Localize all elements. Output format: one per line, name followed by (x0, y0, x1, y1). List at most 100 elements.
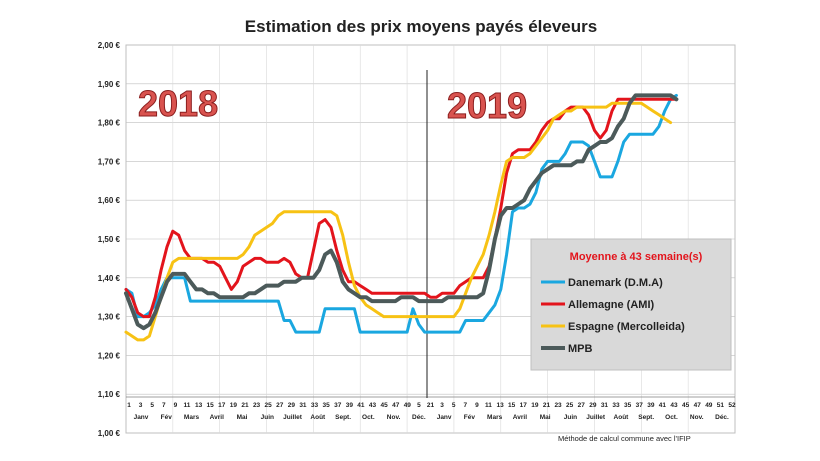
x-tick-label: 39 (346, 402, 354, 409)
x-tick-label: 37 (334, 402, 342, 409)
x-tick-label: 31 (299, 402, 307, 409)
x-tick-label: 27 (276, 402, 284, 409)
x-tick-label: 52 (728, 402, 736, 409)
x-tick-label: 35 (323, 402, 331, 409)
y-tick-label: 1,80 € (98, 119, 121, 128)
x-tick-label: 47 (694, 402, 702, 409)
x-tick-label: 29 (288, 402, 296, 409)
x-tick-label: 19 (230, 402, 238, 409)
legend-items: Danemark (D.M.A) Allemagne (AMI) Espagne (… (541, 277, 685, 355)
x-tick-label: 27 (578, 402, 586, 409)
y-tick-label: 1,60 € (98, 196, 121, 205)
month-label: Fév (464, 414, 476, 421)
x-tick-label: 21 (543, 402, 551, 409)
month-label: Mars (184, 414, 200, 421)
x-tick-label: 5 (452, 402, 456, 409)
legend-label: Danemark (D.M.A) (568, 277, 663, 289)
x-tick-label: 11 (485, 402, 492, 409)
series-line (124, 93, 679, 331)
y-tick-label: 1,00 € (98, 429, 121, 438)
footnote: Méthode de calcul commune avec l'IFIP (558, 434, 691, 443)
x-tick-label: 41 (659, 402, 667, 409)
month-label: Mars (487, 414, 503, 421)
legend-label: Espagne (Mercolleida) (568, 321, 685, 333)
y-tick-label: 1,90 € (98, 80, 121, 89)
x-tick-label: 3 (139, 402, 143, 409)
year-label-2019: 2019 (447, 85, 527, 126)
x-tick-label: 45 (380, 402, 388, 409)
month-label: Nov. (690, 414, 704, 421)
x-tick-label: 31 (601, 402, 609, 409)
x-tick-label: 7 (463, 402, 467, 409)
legend-label: Allemagne (AMI) (568, 299, 655, 311)
x-axis: 1 3 5 7 9 11 13 15 17 19 21 23 25 27 29 31 33 35 37 39 41 43 4… (126, 396, 736, 409)
x-tick-label: 17 (520, 402, 528, 409)
x-tick-label: 39 (647, 402, 655, 409)
x-tick-label: 19 (531, 402, 539, 409)
y-tick-label: 1,70 € (98, 157, 121, 166)
x-tick-label: 33 (612, 402, 620, 409)
x-tick-label: 33 (311, 402, 319, 409)
x-tick-label: 43 (369, 402, 377, 409)
month-label: Janv (437, 414, 452, 421)
month-label: Juin (261, 414, 274, 421)
x-tick-label: 13 (195, 402, 203, 409)
y-tick-label: 1,30 € (98, 313, 121, 322)
x-tick-label: 17 (218, 402, 226, 409)
x-tick-label: 15 (207, 402, 215, 409)
legend-label: MPB (568, 343, 593, 355)
month-label: Août (614, 414, 630, 421)
month-label: Oct. (665, 414, 678, 421)
x-tick-label: 11 (184, 402, 191, 409)
x-tick-label: 5 (417, 402, 421, 409)
month-label: Sept. (335, 414, 351, 421)
month-label: Nov. (387, 414, 401, 421)
x-tick-label: 7 (162, 402, 166, 409)
y-axis: 1,00 € 1,10 € 1,20 € 1,30 € 1,40 € 1,50 € 1,60… (98, 41, 121, 438)
month-label: Août (310, 414, 326, 421)
month-label: Fév (161, 414, 173, 421)
month-labels: Janv Fév Mars Avril Mai Juin Juillet Août Sept. O… (134, 414, 729, 421)
year-label-2018: 2018 (138, 83, 218, 124)
x-tick-label: 45 (682, 402, 690, 409)
x-tick-label: 21 (427, 402, 435, 409)
series-line (124, 97, 678, 319)
x-tick-label: 49 (705, 402, 713, 409)
month-label: Sept. (638, 414, 654, 421)
x-tick-label: 13 (496, 402, 504, 409)
month-label: Janv (134, 414, 149, 421)
month-label: Avril (513, 414, 527, 421)
month-label: Juillet (586, 414, 606, 421)
x-tick-label: 25 (265, 402, 273, 409)
y-tick-label: 1,50 € (98, 235, 121, 244)
x-tick-label: 25 (566, 402, 574, 409)
x-tick-label: 51 (717, 402, 725, 409)
x-tick-label: 49 (404, 402, 412, 409)
x-tick-label: 21 (241, 402, 249, 409)
x-tick-label: 23 (253, 402, 261, 409)
x-tick-label: 9 (475, 402, 479, 409)
x-tick-label: 1 (127, 402, 131, 409)
month-label: Mai (237, 414, 248, 421)
month-label: Avril (210, 414, 224, 421)
x-tick-label: 5 (150, 402, 154, 409)
x-tick-label: 37 (636, 402, 644, 409)
x-tick-label: 3 (440, 402, 444, 409)
y-tick-label: 1,10 € (98, 390, 121, 399)
x-tick-label: 47 (392, 402, 400, 409)
series-line (124, 93, 678, 334)
y-tick-label: 1,20 € (98, 351, 121, 360)
x-tick-label: 29 (589, 402, 597, 409)
month-label: Juillet (283, 414, 303, 421)
x-tick-label: 9 (174, 402, 178, 409)
x-tick-label: 41 (357, 402, 365, 409)
chart-title: Estimation des prix moyens payés éleveur… (245, 17, 597, 36)
legend: Moyenne à 43 semaine(s) Danemark (D.M.A)… (530, 238, 732, 371)
month-label: Mai (540, 414, 551, 421)
month-label: Oct. (362, 414, 375, 421)
legend-title: Moyenne à 43 semaine(s) (570, 251, 703, 263)
month-label: Déc. (715, 414, 729, 421)
x-tick-label: 35 (624, 402, 632, 409)
x-tick-label: 23 (554, 402, 562, 409)
x-tick-label: 15 (508, 402, 516, 409)
